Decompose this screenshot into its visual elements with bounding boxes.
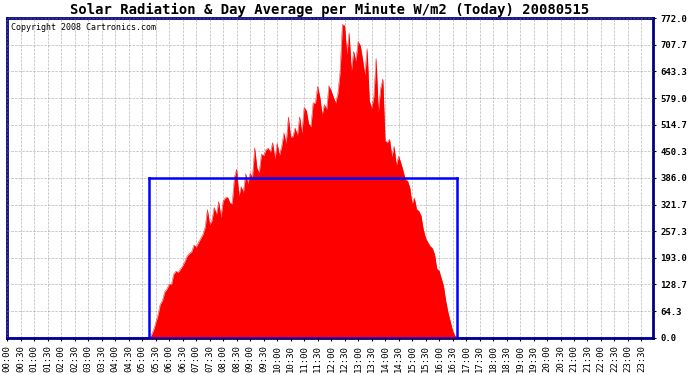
Text: Copyright 2008 Cartronics.com: Copyright 2008 Cartronics.com (10, 23, 155, 32)
Title: Solar Radiation & Day Average per Minute W/m2 (Today) 20080515: Solar Radiation & Day Average per Minute… (70, 3, 590, 17)
